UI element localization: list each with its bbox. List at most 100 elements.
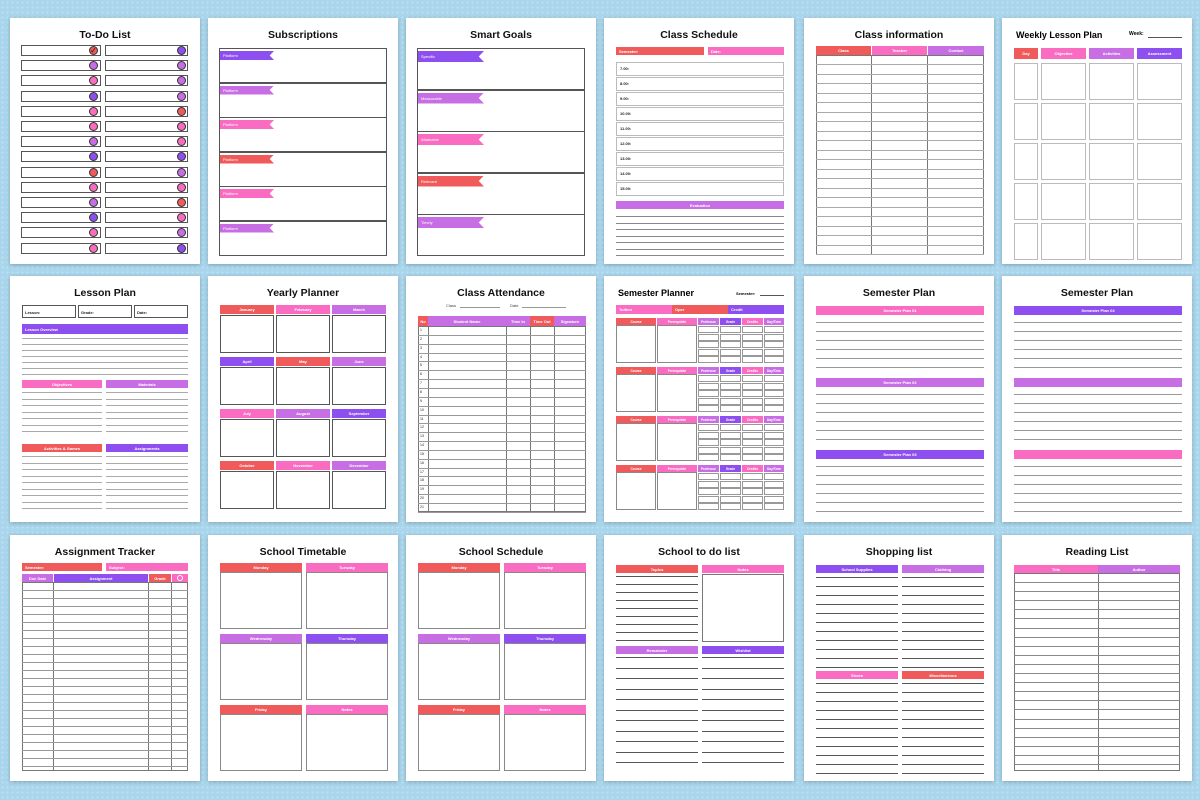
ruled-line — [616, 730, 698, 732]
prereq-cell — [657, 374, 697, 412]
todo-row-right — [105, 121, 188, 132]
check-icon: ✓ — [89, 46, 98, 55]
todo-row-left — [21, 105, 101, 117]
page-title: Semester Planner — [618, 288, 695, 298]
ruled-line — [106, 392, 188, 393]
section-header — [1014, 450, 1182, 459]
detail-cell — [742, 439, 763, 446]
todo-row-right — [105, 75, 188, 87]
ruled-line — [816, 439, 984, 440]
time-label: 14.00: — [620, 171, 632, 176]
assignment-tracker-page: Assignment Tracker Semester: Subject: Du… — [10, 535, 200, 781]
plan-cell — [1041, 183, 1086, 220]
row-line — [418, 414, 586, 416]
col-grade: Grade — [149, 574, 171, 582]
date-field: Date: — [134, 305, 188, 318]
detail-cell — [764, 382, 784, 390]
info-table — [804, 18, 994, 264]
ruled-line — [902, 595, 984, 596]
ruled-line — [22, 654, 188, 655]
ruled-line — [1014, 600, 1180, 602]
month-header: April — [220, 357, 274, 366]
ruled-line — [106, 456, 188, 457]
ruled-line — [616, 709, 698, 711]
col-divider — [53, 582, 54, 771]
plan-cell — [1137, 103, 1182, 140]
page-title: Shopping list — [865, 546, 933, 558]
course-col: Day/Time — [764, 465, 784, 472]
detail-cell — [742, 424, 763, 431]
ruled-line — [106, 398, 188, 400]
ruled-line — [1014, 394, 1182, 395]
month-header: December — [332, 461, 386, 470]
ruled-line — [816, 746, 898, 747]
row-number: 16 — [420, 460, 424, 465]
time-slot — [616, 107, 784, 121]
course-col: Prerequisite — [657, 318, 697, 325]
detail-cell — [764, 495, 784, 503]
ruled-line — [22, 758, 188, 759]
detail-cell — [720, 473, 741, 480]
ruled-line — [1014, 727, 1180, 729]
col-due-date: Due Date — [22, 574, 53, 582]
ruled-line — [616, 608, 698, 609]
col-contact: Contact — [928, 46, 984, 55]
attendance-col: Student Name — [428, 316, 506, 326]
ruled-line — [1014, 322, 1182, 323]
status-dot — [89, 182, 98, 192]
row-number: 8 — [420, 389, 422, 394]
row-number: 20 — [420, 496, 424, 501]
status-dot — [177, 167, 186, 177]
ruled-line — [816, 73, 984, 75]
ruled-line — [616, 720, 698, 721]
ruled-line — [902, 773, 984, 774]
day-box — [220, 714, 302, 771]
ruled-line — [902, 640, 984, 641]
detail-cell — [764, 397, 784, 405]
detail-cell — [698, 439, 719, 446]
course-col: Credits — [742, 416, 763, 423]
platform-tag: Platform — [220, 51, 274, 60]
ruled-line — [902, 719, 984, 720]
detail-cell — [720, 503, 741, 510]
ruled-line — [616, 584, 698, 585]
ruled-line — [1014, 439, 1182, 440]
col-title: Title — [1014, 565, 1098, 573]
status-dot — [89, 91, 98, 101]
ruled-line — [816, 92, 984, 94]
goal-tag: Relevant — [418, 175, 484, 187]
ruled-line — [106, 508, 188, 509]
reading-list-page: Reading List Title Author — [1002, 535, 1192, 781]
ruled-line — [816, 331, 984, 332]
row-line — [418, 441, 586, 443]
ruled-line — [1014, 466, 1182, 467]
ruled-line — [22, 424, 102, 426]
course-col: Professor — [698, 416, 719, 423]
detail-cell — [698, 333, 719, 341]
row-line — [418, 467, 586, 469]
time-slot — [616, 182, 784, 196]
todo-row-right — [105, 227, 188, 239]
status-dot — [177, 122, 186, 131]
ruled-line — [616, 576, 698, 577]
todo-page: To-Do List ✓ — [10, 18, 200, 264]
ruled-line — [1014, 645, 1180, 647]
shopping-list-page: Shopping list School Supplies Clothing Sho… — [804, 535, 994, 781]
course-col: Course — [616, 367, 656, 374]
col-divider — [428, 326, 429, 512]
row-number: 17 — [420, 469, 424, 474]
attendance-frame — [418, 326, 586, 512]
detail-cell — [720, 439, 741, 446]
plan-cell — [1041, 103, 1086, 140]
row-line — [418, 485, 586, 487]
detail-cell — [742, 480, 763, 488]
detail-cell — [764, 424, 784, 431]
detail-cell — [698, 326, 719, 333]
ruled-line — [22, 646, 188, 647]
detail-cell — [764, 454, 784, 461]
credit-field: Credit — [728, 305, 784, 314]
objectives-header: Objectives — [22, 380, 102, 388]
ruled-line — [1014, 627, 1180, 629]
course-col: Day/Time — [764, 416, 784, 423]
plan-cell — [1014, 63, 1038, 100]
